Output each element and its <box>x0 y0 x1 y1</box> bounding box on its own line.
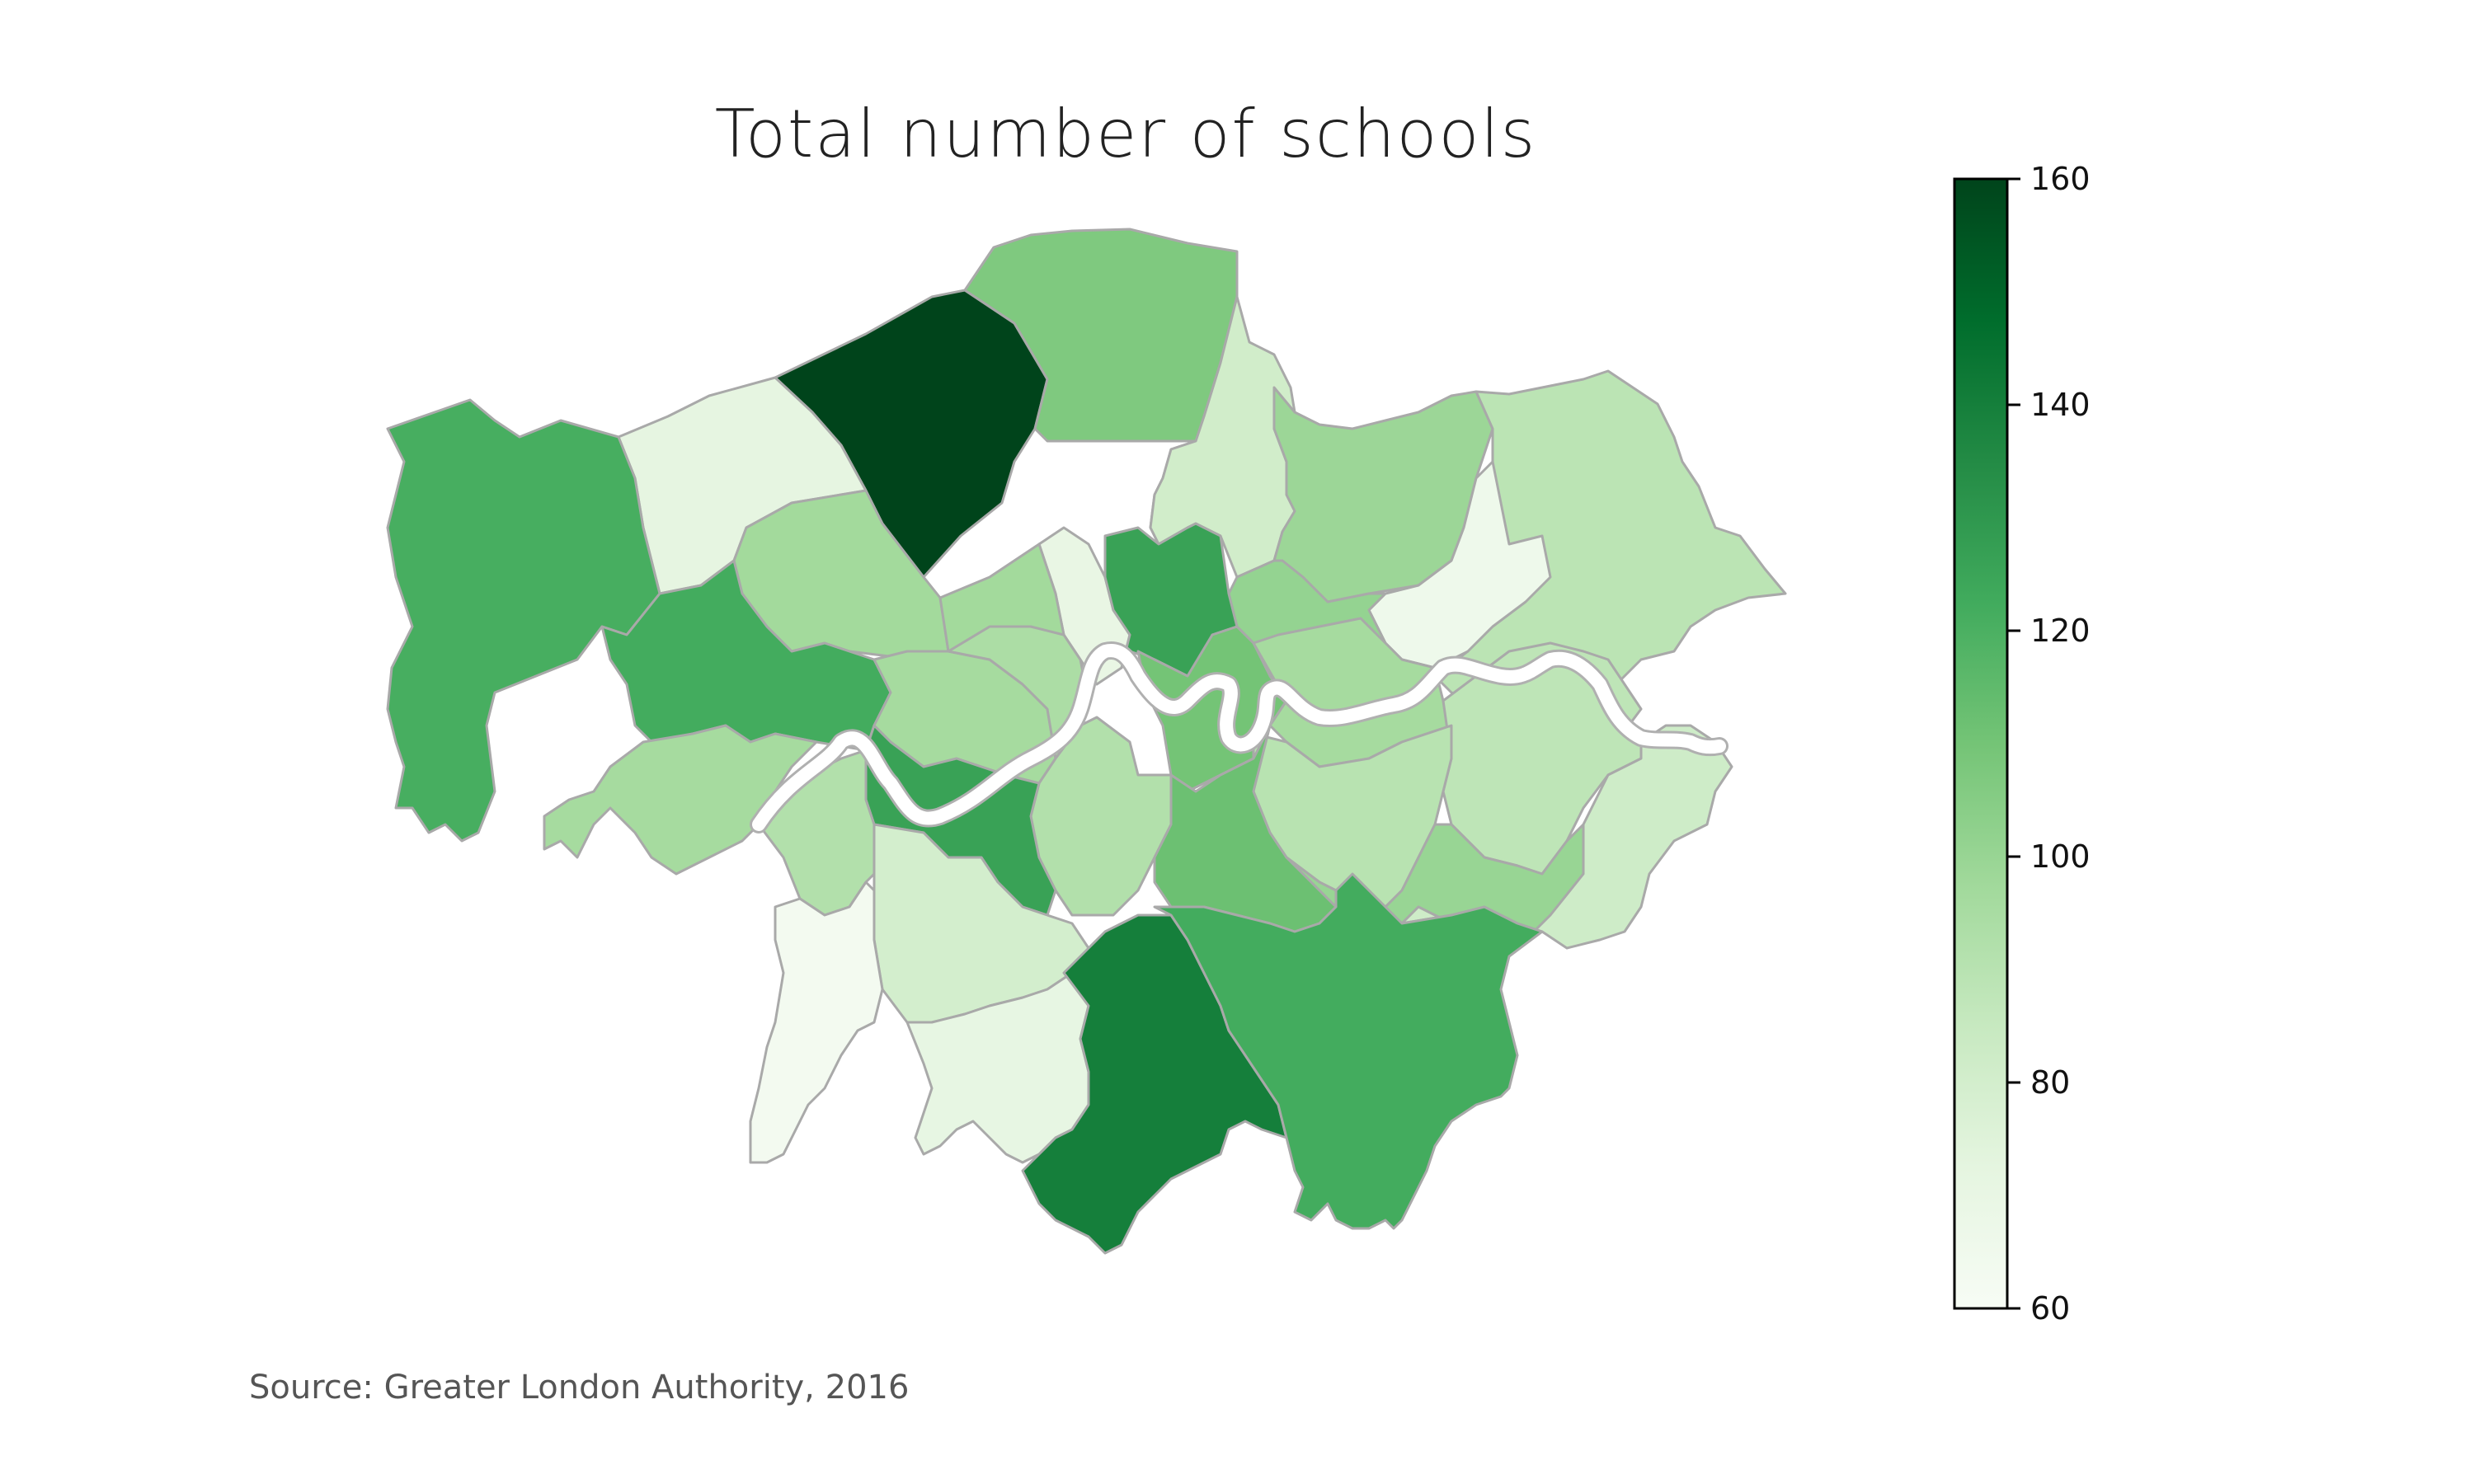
colorbar-gradient <box>1953 177 2009 1310</box>
colorbar-tick-label: 100 <box>2030 838 2091 875</box>
borough-r04 <box>386 398 661 843</box>
colorbar-tick-label: 60 <box>2030 1290 2070 1327</box>
colorbar-tick-label: 160 <box>2030 161 2091 197</box>
colorbar-tick-label: 80 <box>2030 1064 2070 1101</box>
colorbar-tick-label: 140 <box>2030 387 2091 423</box>
borough-r07 <box>1149 295 1296 579</box>
borough-r27 <box>543 724 818 876</box>
colorbar-tick-label: 120 <box>2030 613 2091 649</box>
source-note: Source: Greater London Authority, 2016 <box>249 1369 909 1407</box>
borough-r30 <box>749 881 884 1164</box>
borough-r17 <box>938 542 1065 653</box>
borough-r28 <box>1400 724 1733 958</box>
map-title: Total number of schools <box>715 96 1537 172</box>
colorbar-ticks: 60 80 100 120 140 160 <box>2007 161 2091 1327</box>
river-thames <box>752 644 1726 831</box>
london-map <box>386 228 1787 1255</box>
colorbar: 60 80 100 120 140 160 <box>1953 161 2091 1327</box>
borough-r33 <box>1153 872 1544 1230</box>
